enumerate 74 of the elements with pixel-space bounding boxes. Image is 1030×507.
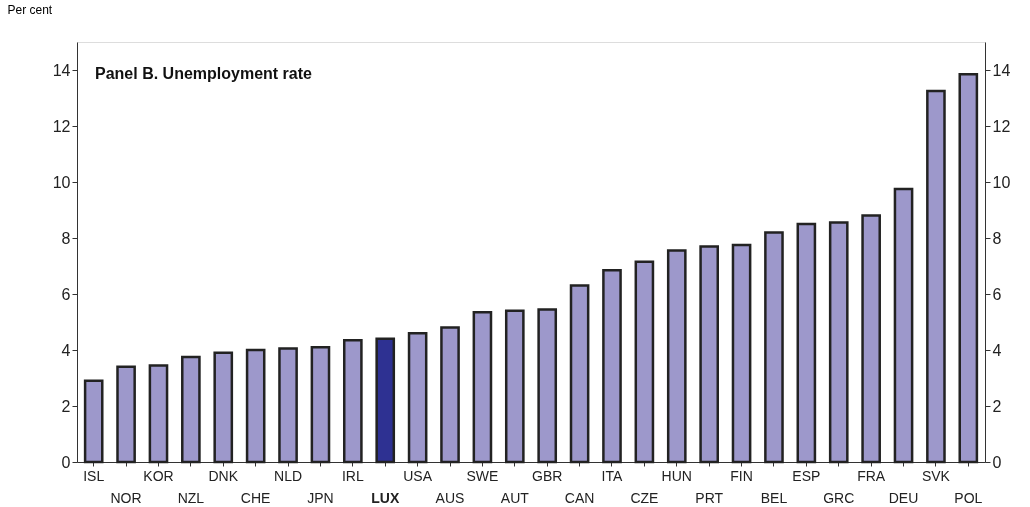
bar (569, 284, 590, 464)
x-tick-label: SWE (466, 468, 499, 484)
bar (310, 345, 331, 464)
x-tick-label: NLD (274, 468, 303, 484)
x-tick-label: IRL (341, 468, 364, 484)
bar (407, 331, 428, 464)
bar (699, 245, 719, 464)
bar (764, 231, 784, 464)
x-tick-label: POL (954, 490, 983, 506)
x-tick-label: LUX (371, 490, 400, 506)
y2-tick-label: 2 (992, 397, 1002, 415)
y-tick-label: 8 (61, 229, 71, 247)
bar (213, 351, 234, 464)
bar (343, 338, 363, 464)
x-tick-label: NOR (110, 490, 142, 506)
y2-tick-label: 10 (992, 173, 1011, 191)
bar (731, 243, 752, 464)
x-tick-label: FRA (857, 468, 886, 484)
x-tick-label: CZE (630, 490, 659, 506)
x-tick-label: HUN (661, 468, 692, 484)
bar (828, 221, 849, 464)
bar (634, 260, 655, 464)
bar (375, 337, 396, 464)
x-tick-label: KOR (143, 468, 174, 484)
y2-tick-label: 4 (992, 341, 1002, 359)
bar (245, 348, 266, 464)
x-tick-label: CAN (564, 490, 595, 506)
x-tick-label: DEU (888, 490, 919, 506)
bar (958, 72, 979, 464)
bar (440, 326, 460, 464)
x-tick-label: JPN (307, 490, 334, 506)
y-axis-title: Per cent (7, 2, 53, 17)
bar (181, 355, 201, 464)
y2-tick-label: 8 (992, 229, 1002, 247)
x-tick-label: GRC (823, 490, 855, 506)
bar (83, 379, 104, 464)
bar (602, 268, 622, 464)
bar (861, 214, 881, 464)
x-tick-label: SVK (921, 468, 951, 484)
x-tick-label: DNK (208, 468, 239, 484)
x-tick-label: FIN (730, 468, 753, 484)
y-tick-label: 12 (52, 117, 71, 135)
y2-tick-label: 14 (992, 61, 1011, 79)
x-tick-label: PRT (695, 490, 724, 506)
x-tick-label: NZL (177, 490, 205, 506)
x-tick-label: AUS (435, 490, 465, 506)
y2-tick-label: 6 (992, 285, 1002, 303)
y2-tick-label: 0 (992, 453, 1002, 471)
y-tick-label: 2 (61, 397, 71, 415)
y-tick-label: 14 (52, 61, 71, 79)
bar (796, 222, 817, 464)
y-tick-label: 10 (52, 173, 71, 191)
x-tick-label: CHE (240, 490, 271, 506)
x-tick-label: GBR (532, 468, 563, 484)
bar (116, 365, 136, 464)
x-tick-label: BEL (760, 490, 788, 506)
bar (926, 89, 946, 464)
x-tick-label: USA (403, 468, 433, 484)
x-tick-label: ESP (792, 468, 821, 484)
x-tick-label: ITA (601, 468, 624, 484)
bar (666, 249, 687, 464)
bar (504, 309, 525, 464)
bar (893, 187, 914, 464)
y-tick-label: 4 (61, 341, 71, 359)
text: Panel B. Unemployment rate (95, 65, 313, 82)
y2-tick-label: 12 (992, 117, 1011, 135)
bar (278, 347, 298, 464)
x-tick-label: ISL (83, 468, 105, 484)
bar (148, 364, 169, 464)
bar (537, 308, 558, 464)
bar (472, 310, 493, 464)
y-tick-label: 0 (61, 453, 71, 471)
x-tick-label: AUT (500, 490, 530, 506)
y-tick-label: 6 (61, 285, 71, 303)
